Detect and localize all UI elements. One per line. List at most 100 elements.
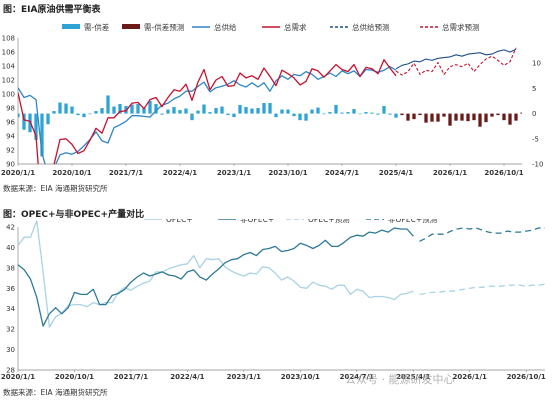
y-left-tick-label: 100 bbox=[2, 91, 15, 99]
diff-forecast-bar bbox=[466, 113, 470, 122]
legend-swatch-diff bbox=[62, 24, 80, 29]
diff-bar bbox=[226, 113, 230, 116]
diff-bar bbox=[34, 113, 38, 140]
y-tick-label: 42 bbox=[6, 224, 15, 232]
diff-bar bbox=[190, 113, 194, 121]
opec-comparison-chart: 28 30 32 34 36 38 40 42 2020/1/1 2020/10/1 2021/7/… bbox=[1, 219, 546, 381]
diff-bar bbox=[184, 108, 188, 114]
x-tick-label: 2022/4/1 bbox=[170, 373, 204, 381]
diff-forecast-bar bbox=[442, 113, 446, 117]
y-left-tick-label: 96 bbox=[6, 119, 15, 127]
diff-forecast-bar bbox=[520, 112, 522, 114]
diff-bar bbox=[202, 104, 206, 114]
diff-bar bbox=[256, 108, 260, 114]
x-tick-label: 2020/10/1 bbox=[52, 169, 91, 177]
supply-line bbox=[18, 66, 397, 164]
nonopec-line bbox=[17, 227, 414, 327]
diff-bar bbox=[40, 113, 44, 157]
x-tick-label: 2023/10/1 bbox=[268, 169, 307, 177]
watermark: 公众号 · 能源研发中心 bbox=[345, 373, 455, 386]
y-left-tick-label: 102 bbox=[2, 77, 15, 85]
diff-bar bbox=[208, 112, 212, 114]
diff-bar bbox=[244, 107, 248, 114]
diff-bar bbox=[394, 113, 398, 118]
y-left-tick-label: 108 bbox=[2, 35, 15, 43]
diff-forecast-bar bbox=[508, 113, 512, 125]
x-tick-label: 2025/4/1 bbox=[379, 169, 413, 177]
legend: OPEC+ 非OPEC+ OPEC+预测 非OPEC+预测 bbox=[144, 219, 437, 224]
y-left-tick-label: 106 bbox=[2, 49, 16, 57]
x-tick-label: 2023/1/1 bbox=[217, 169, 251, 177]
diff-forecast-bar bbox=[412, 113, 416, 120]
supply-demand-chart: 90 92 94 96 98 100 102 104 106 108 -10 -5 0 5 10 2020/1… bbox=[1, 22, 544, 177]
legend-label-opec: OPEC+ bbox=[166, 219, 193, 224]
diff-bar bbox=[292, 113, 296, 117]
y-left-tick-label: 98 bbox=[6, 105, 15, 113]
x-tick-label: 2021/7/1 bbox=[114, 373, 148, 381]
y-tick-label: 36 bbox=[6, 285, 15, 293]
x-tick-label: 2020/1/1 bbox=[1, 169, 35, 177]
demand-forecast-line bbox=[395, 47, 517, 76]
diff-bar bbox=[172, 107, 176, 114]
x-tick-label: 2024/7/1 bbox=[340, 373, 374, 381]
diff-bar bbox=[352, 109, 356, 114]
demand-line bbox=[18, 59, 397, 164]
opec-panel: 图：OPEC+与非OPEC+产量对比 28 30 32 34 36 38 40 42 2020/… bbox=[0, 198, 553, 401]
diff-bar bbox=[70, 106, 74, 114]
diff-bar bbox=[46, 113, 50, 125]
chart2-source: 数据来源：EIA 海通期货研究所 bbox=[3, 388, 108, 397]
diff-bar bbox=[220, 106, 224, 114]
diff-forecast-bar bbox=[400, 113, 404, 116]
diff-bar bbox=[88, 113, 92, 115]
x-tick-label: 2026/10/1 bbox=[507, 373, 546, 381]
diff-bar bbox=[166, 109, 170, 114]
diff-forecast-bar bbox=[448, 113, 452, 126]
y-right-tick-label: 5 bbox=[532, 85, 536, 93]
opec-forecast-line bbox=[419, 283, 546, 296]
diff-bar bbox=[298, 113, 302, 121]
x-tick-label: 2023/1/1 bbox=[227, 373, 261, 381]
y-right-tick-label: 10 bbox=[532, 60, 541, 68]
diff-bar bbox=[82, 113, 86, 118]
x-tick-label: 2021/7/1 bbox=[109, 169, 143, 177]
diff-bar bbox=[130, 104, 134, 114]
chart1-source: 数据来源：EIA 海通期货研究所 bbox=[3, 184, 108, 193]
x-tick-label: 2022/4/1 bbox=[163, 169, 197, 177]
legend-label-nonopec_fc: 非OPEC+预测 bbox=[388, 219, 437, 224]
legend-label-opec_fc: OPEC+预测 bbox=[308, 219, 350, 224]
y-right-tick-label: -10 bbox=[532, 161, 543, 169]
legend-label-demand: 总需求 bbox=[284, 22, 307, 32]
diff-forecast-bar bbox=[478, 113, 482, 127]
diff-bar bbox=[136, 104, 140, 114]
diff-forecast-bar bbox=[430, 113, 434, 122]
diff-bar bbox=[106, 95, 110, 114]
chart1-title: 图：EIA原油供需平衡表 bbox=[3, 5, 101, 15]
plot-area bbox=[18, 47, 522, 164]
diff-bar bbox=[316, 107, 320, 114]
x-tick-label: 2020/10/1 bbox=[55, 373, 94, 381]
diff-forecast-bar bbox=[424, 113, 428, 123]
supply-forecast-line bbox=[395, 48, 517, 70]
x-tick-label: 2026/1/1 bbox=[453, 373, 487, 381]
legend-label-demand_fc: 总需求预测 bbox=[442, 22, 480, 32]
diff-bar bbox=[160, 113, 164, 115]
diff-bar bbox=[250, 108, 254, 114]
x-tick-label: 2026/1/1 bbox=[433, 169, 467, 177]
diff-bar bbox=[64, 103, 68, 114]
diff-forecast-bar bbox=[460, 113, 464, 121]
diff-bar bbox=[268, 103, 272, 114]
y-tick-label: 30 bbox=[6, 346, 15, 354]
diff-forecast-bar bbox=[436, 113, 440, 122]
chart2-title: 图：OPEC+与非OPEC+产量对比 bbox=[3, 210, 145, 220]
diff-forecast-bar bbox=[514, 113, 518, 121]
diff-bar bbox=[142, 108, 146, 114]
diff-bar bbox=[214, 108, 218, 114]
legend-label-supply: 总供给 bbox=[214, 22, 237, 32]
diff-bar bbox=[22, 113, 26, 130]
diff-bar bbox=[346, 112, 350, 114]
x-tick-label: 2020/1/1 bbox=[1, 373, 35, 381]
diff-forecast-bar bbox=[406, 113, 410, 121]
diff-forecast-bar bbox=[418, 113, 422, 116]
y-tick-label: 32 bbox=[6, 326, 15, 334]
diff-forecast-bar bbox=[472, 113, 476, 121]
